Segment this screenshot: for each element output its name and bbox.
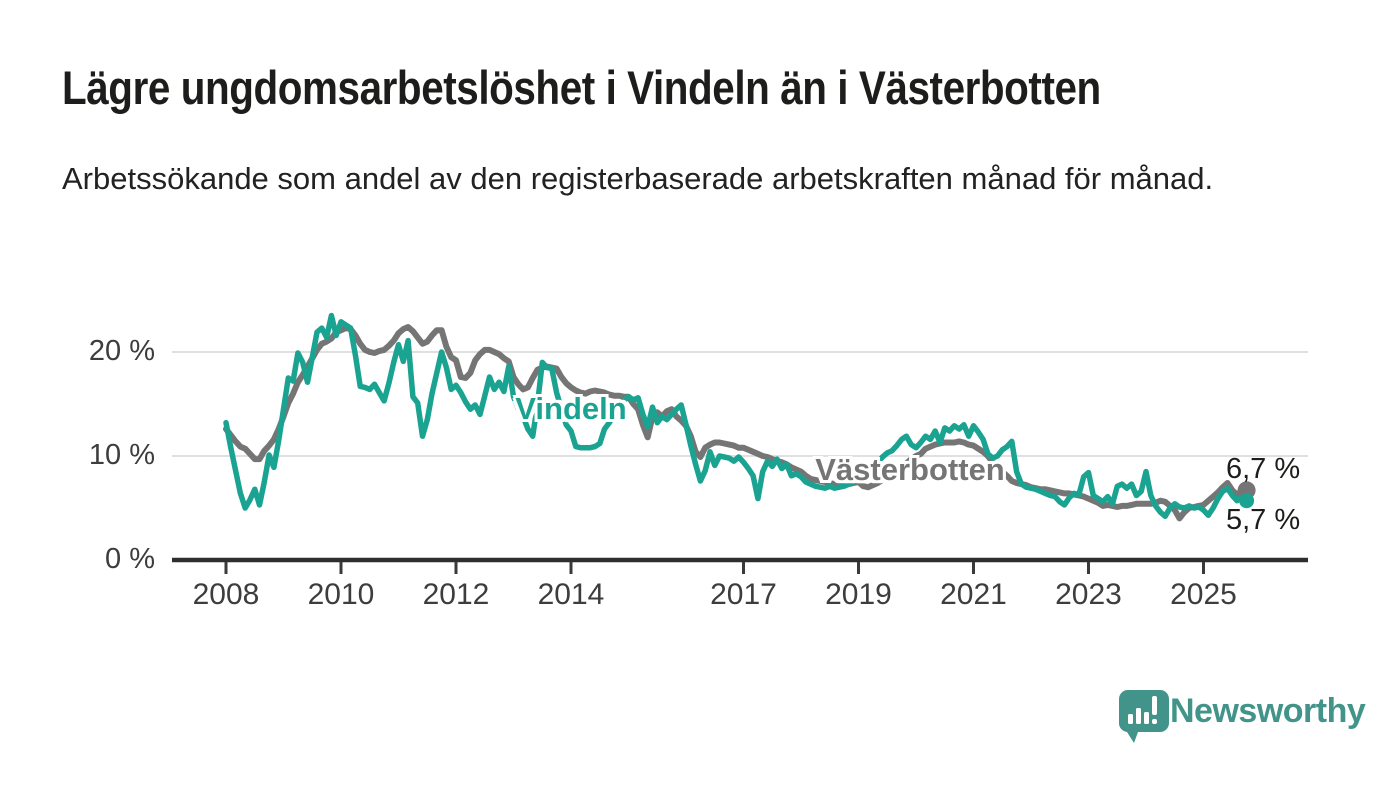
newsworthy-logo [1118, 690, 1169, 743]
x-tick-label: 2014 [537, 578, 605, 611]
y-tick-label: 0 % [105, 543, 155, 575]
vindeln-line [223, 312, 1250, 520]
x-tick-label: 2019 [825, 578, 892, 611]
speech-bubble-chart-icon [1118, 690, 1169, 743]
x-tick-label: 2008 [192, 578, 260, 611]
brand-name: Newsworthy [1170, 692, 1366, 730]
x-tick-label: 2021 [940, 578, 1007, 611]
page-subtitle: Arbetssökande som andel av den registerb… [62, 161, 1214, 196]
x-tick-label: 2017 [710, 578, 777, 611]
x-tick-label: 2025 [1170, 578, 1237, 611]
end-value-vindeln: 5,7 % [1226, 504, 1301, 536]
y-tick-label: 10 % [88, 439, 155, 471]
vindeln-end-dot [1239, 493, 1255, 509]
end-value-vasterbotten: 6,7 % [1226, 453, 1301, 485]
series-label-vasterbotten: Västerbotten [815, 452, 1005, 487]
x-tick-label: 2012 [422, 578, 490, 611]
y-tick-label: 20 % [88, 335, 155, 367]
x-tick-label: 2023 [1055, 578, 1122, 611]
x-tick-label: 2010 [307, 578, 375, 611]
series-label-vindeln: Vindeln [515, 391, 627, 426]
page-title: Lägre ungdomsarbetslöshet i Vindeln än i… [62, 61, 1101, 114]
